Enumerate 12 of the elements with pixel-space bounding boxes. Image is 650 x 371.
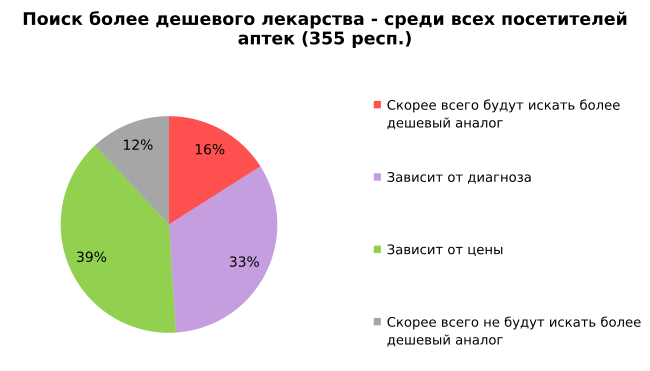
pie-slice [169, 166, 278, 333]
legend-label: Скорее всего не будут искать более дешевый аналог [387, 316, 641, 346]
data-label: 39% [77, 252, 106, 262]
pie-slice [94, 116, 169, 224]
data-label: 16% [196, 144, 224, 154]
legend-label: Зависит от диагноза [388, 172, 531, 184]
legend-label: Зависит от цены [388, 244, 502, 256]
data-label: 12% [124, 139, 153, 150]
pie-slice [169, 116, 260, 224]
chart-title: Поиск более дешевого лекарства - среди всех посетителей аптек (355 респ.) [24, 11, 626, 48]
legend-label: Скорее всего будут искать более дешевый аналог [387, 99, 620, 130]
data-label: 33% [230, 256, 259, 267]
